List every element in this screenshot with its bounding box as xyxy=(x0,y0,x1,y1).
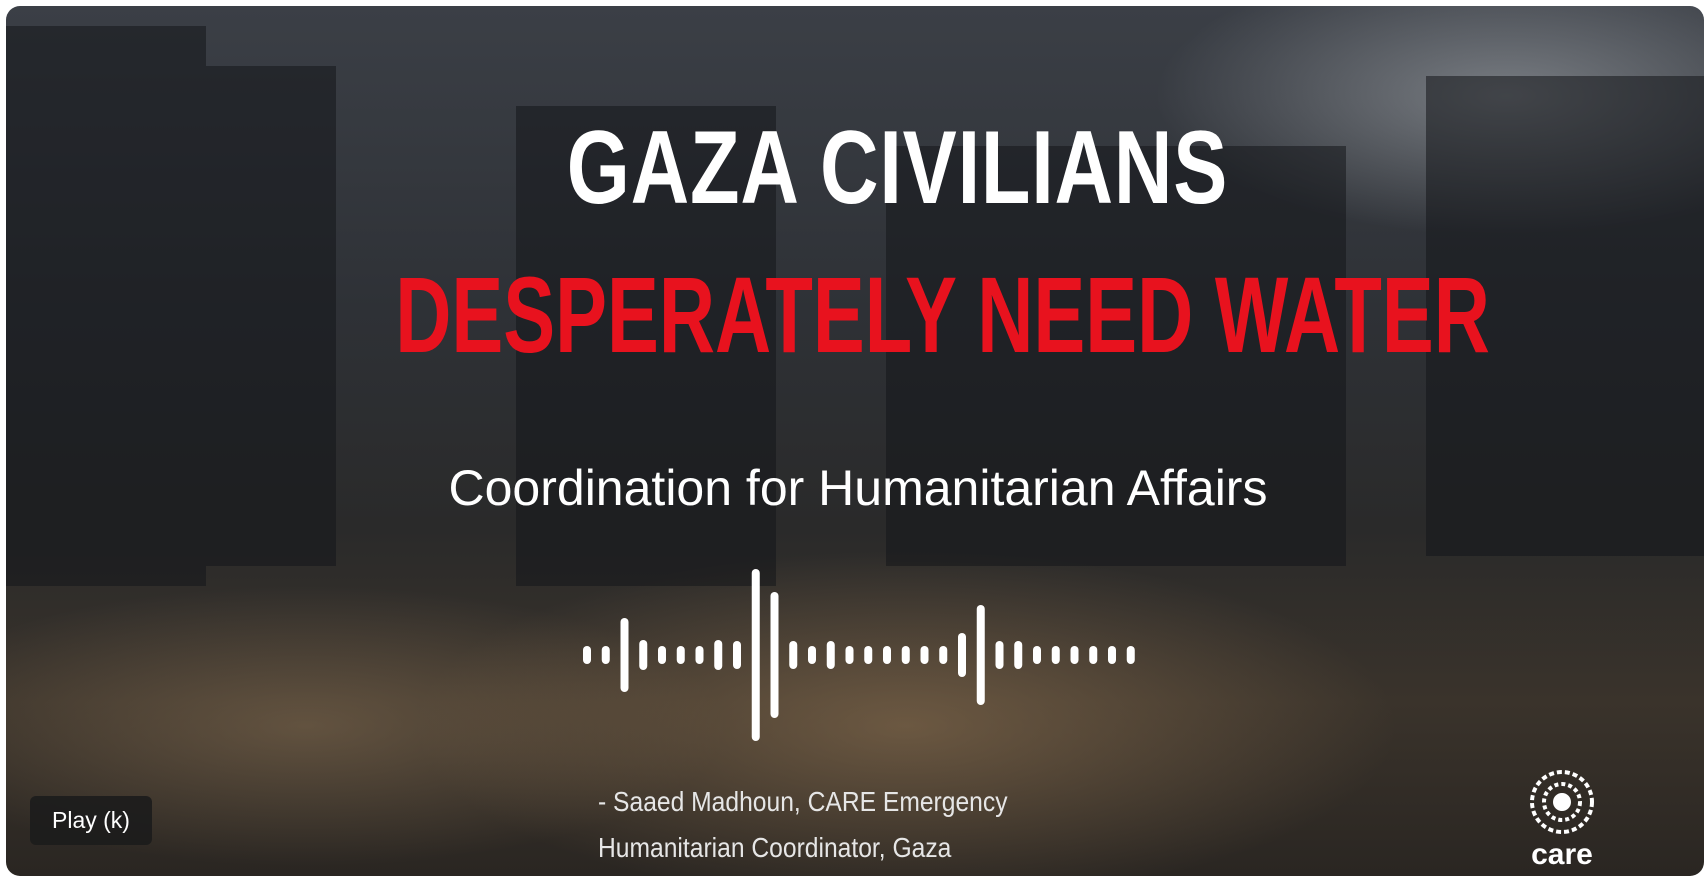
background-building xyxy=(206,66,336,566)
background-building xyxy=(516,106,776,586)
waveform-bar xyxy=(714,640,723,670)
waveform-bar xyxy=(976,605,985,705)
waveform-bar xyxy=(939,646,948,664)
care-logo-text: care xyxy=(1531,838,1593,866)
waveform-bar xyxy=(1051,646,1060,664)
headline-line-1: GAZA CIVILIANS xyxy=(566,110,1229,226)
waveform-bar xyxy=(995,641,1004,669)
waveform-bar xyxy=(770,592,779,718)
waveform-bar xyxy=(1126,646,1135,664)
waveform-bar xyxy=(1108,646,1116,664)
quote-line-1: - Saaed Madhoun, CARE Emergency xyxy=(598,786,1008,817)
waveform-bar xyxy=(676,646,685,664)
video-player[interactable] xyxy=(6,6,1704,876)
waveform-bar xyxy=(808,646,816,664)
waveform-bar xyxy=(583,646,591,664)
background-building xyxy=(6,26,206,586)
waveform-bar xyxy=(826,641,835,669)
waveform-bar xyxy=(883,646,891,664)
waveform-bar xyxy=(639,640,648,670)
waveform-bar xyxy=(601,646,610,664)
waveform-bar xyxy=(789,641,798,669)
quote-line-2: Humanitarian Coordinator, Gaza xyxy=(598,832,952,863)
waveform-bar xyxy=(1070,646,1079,664)
care-logo: care xyxy=(1530,770,1594,866)
waveform-bar xyxy=(1033,646,1041,664)
waveform-bar xyxy=(901,646,910,664)
waveform-bar xyxy=(751,569,760,741)
quote-attribution: - Saaed Madhoun, CARE Emergency Humanita… xyxy=(598,779,1008,871)
waveform-bar xyxy=(695,646,704,664)
waveform-bar xyxy=(958,633,966,677)
waveform-bar xyxy=(733,641,741,669)
waveform-bar xyxy=(1014,641,1023,669)
waveform-bar xyxy=(620,618,629,692)
waveform-bar xyxy=(658,646,666,664)
waveform-bar xyxy=(845,646,854,664)
play-tooltip: Play (k) xyxy=(30,796,152,845)
waveform-bar xyxy=(864,646,873,664)
background-building xyxy=(886,146,1346,566)
waveform-bar xyxy=(1089,646,1098,664)
background-building xyxy=(1426,76,1704,556)
subtitle: Coordination for Humanitarian Affairs xyxy=(448,460,1268,516)
waveform-bar xyxy=(920,646,929,664)
